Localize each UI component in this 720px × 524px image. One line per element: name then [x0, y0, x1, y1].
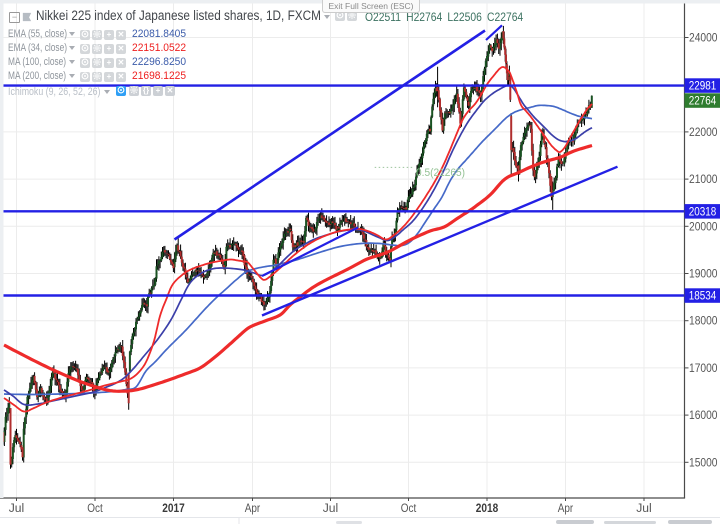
- svg-text:Oct: Oct: [401, 503, 417, 515]
- svg-text:15000: 15000: [689, 457, 718, 469]
- svg-text:Jul: Jul: [323, 503, 339, 515]
- svg-text:22981: 22981: [689, 81, 717, 93]
- svg-text:0.5(21265): 0.5(21265): [416, 167, 465, 179]
- svg-text:Jul: Jul: [9, 503, 25, 515]
- svg-text:18000: 18000: [689, 316, 718, 328]
- svg-text:Jul: Jul: [636, 503, 652, 515]
- svg-text:22000: 22000: [689, 127, 718, 139]
- svg-text:2018: 2018: [476, 503, 499, 515]
- svg-text:21000: 21000: [689, 174, 718, 186]
- svg-text:18534: 18534: [689, 291, 717, 303]
- svg-text:16000: 16000: [689, 410, 718, 422]
- svg-text:Apr: Apr: [245, 503, 261, 515]
- svg-text:17000: 17000: [689, 363, 718, 375]
- svg-text:Apr: Apr: [558, 503, 574, 515]
- svg-text:20000: 20000: [689, 221, 718, 233]
- svg-text:2017: 2017: [162, 503, 185, 515]
- svg-text:20318: 20318: [689, 206, 717, 218]
- svg-text:Oct: Oct: [87, 503, 103, 515]
- svg-text:24000: 24000: [689, 33, 718, 45]
- svg-text:22764: 22764: [689, 96, 717, 108]
- svg-text:19000: 19000: [689, 269, 718, 281]
